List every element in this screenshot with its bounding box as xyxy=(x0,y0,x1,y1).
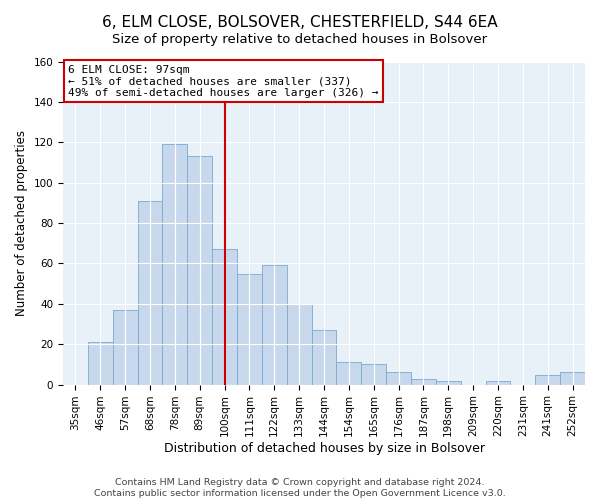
Bar xyxy=(560,372,585,384)
Bar xyxy=(337,362,361,384)
Y-axis label: Number of detached properties: Number of detached properties xyxy=(15,130,28,316)
Bar xyxy=(485,380,511,384)
Bar xyxy=(88,342,113,384)
Bar xyxy=(311,330,337,384)
Bar xyxy=(386,372,411,384)
Bar xyxy=(113,310,137,384)
Text: 6, ELM CLOSE, BOLSOVER, CHESTERFIELD, S44 6EA: 6, ELM CLOSE, BOLSOVER, CHESTERFIELD, S4… xyxy=(102,15,498,30)
Bar xyxy=(361,364,386,384)
X-axis label: Distribution of detached houses by size in Bolsover: Distribution of detached houses by size … xyxy=(164,442,485,455)
Bar xyxy=(411,378,436,384)
Text: Contains HM Land Registry data © Crown copyright and database right 2024.
Contai: Contains HM Land Registry data © Crown c… xyxy=(94,478,506,498)
Bar xyxy=(237,274,262,384)
Bar xyxy=(287,304,311,384)
Bar xyxy=(436,380,461,384)
Bar xyxy=(163,144,187,384)
Bar xyxy=(137,201,163,384)
Bar xyxy=(212,250,237,384)
Bar xyxy=(262,266,287,384)
Text: Size of property relative to detached houses in Bolsover: Size of property relative to detached ho… xyxy=(112,32,488,46)
Bar xyxy=(535,374,560,384)
Text: 6 ELM CLOSE: 97sqm
← 51% of detached houses are smaller (337)
49% of semi-detach: 6 ELM CLOSE: 97sqm ← 51% of detached hou… xyxy=(68,64,379,98)
Bar xyxy=(187,156,212,384)
